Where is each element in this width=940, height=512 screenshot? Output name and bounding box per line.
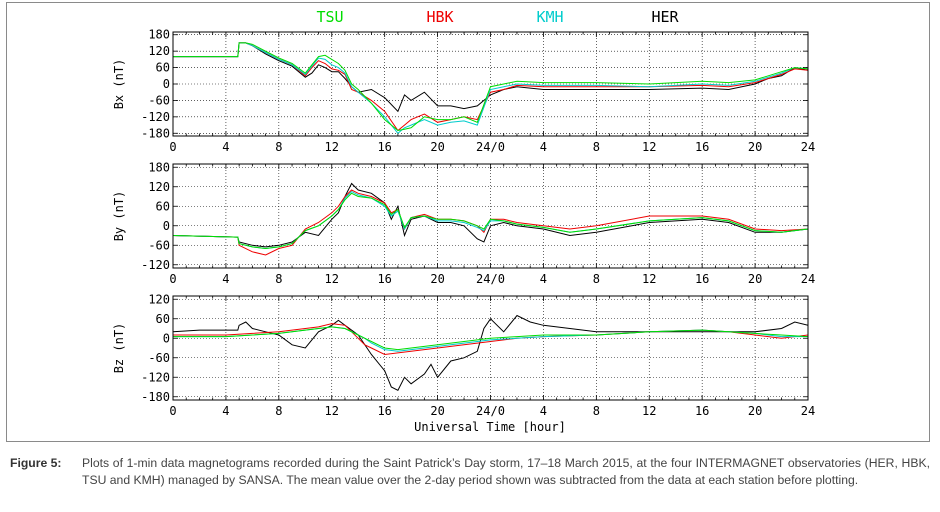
x-tick-label: 12 — [325, 140, 339, 154]
y-tick-label: -180 — [141, 390, 170, 404]
x-tick-label: 20 — [430, 140, 444, 154]
x-tick-label: 24 — [801, 272, 815, 286]
caption-text: Plots of 1-min data magnetograms recorde… — [82, 456, 930, 487]
x-tick-label: 8 — [593, 140, 600, 154]
y-tick-label: -120 — [141, 258, 170, 272]
y-tick-label: 0 — [163, 331, 170, 345]
x-tick-label: 24/0 — [476, 140, 505, 154]
y-tick-label: -60 — [148, 351, 170, 365]
series-line-her — [173, 42, 808, 113]
x-tick-label: 12 — [325, 404, 339, 418]
x-tick-label: 12 — [642, 272, 656, 286]
y-tick-label: -120 — [141, 370, 170, 384]
x-tick-label: 16 — [695, 272, 709, 286]
x-tick-label: 0 — [169, 140, 176, 154]
series-group — [173, 182, 808, 256]
legend-kmh: KMH — [536, 8, 563, 26]
x-tick-label: 4 — [222, 140, 229, 154]
y-tick-label: -60 — [148, 238, 170, 252]
y-tick-label: -60 — [148, 93, 170, 107]
legend-tsu: TSU — [316, 8, 343, 26]
x-tick-label: 20 — [748, 404, 762, 418]
x-tick-label: 8 — [593, 272, 600, 286]
x-tick-label: 24 — [801, 140, 815, 154]
x-tick-label: 24 — [801, 404, 815, 418]
series-line-her — [173, 314, 808, 391]
caption-label: Figure 5: — [10, 456, 62, 470]
y-axis-label: Bx (nT) — [112, 59, 126, 110]
y-tick-label: 120 — [148, 292, 170, 306]
panel-2: 0 4 8 12 16 20 24/0 4 8 12 16 20 24 120 60 0 -60 -120 -180… — [112, 292, 815, 418]
legend: TSU HBK KMH HER — [316, 8, 679, 26]
x-tick-label: 16 — [695, 404, 709, 418]
y-tick-label: 60 — [156, 312, 170, 326]
series-line-tsu — [173, 42, 808, 132]
series-line-hbk — [173, 323, 808, 356]
x-tick-label: 4 — [540, 272, 547, 286]
x-tick-label: 4 — [540, 140, 547, 154]
x-tick-label: 12 — [642, 140, 656, 154]
series-line-her — [173, 182, 808, 248]
panel-1: 0 4 8 12 16 20 24/0 4 8 12 16 20 24 180 120 60 0 -60 -120 B… — [112, 160, 815, 286]
magnetogram-chart: TSU HBK KMH HER 0 4 8 12 16 20 24/0 4 8 12 16 20 24 180 1… — [112, 8, 815, 434]
series-group — [173, 42, 808, 135]
panel-0: 0 4 8 12 16 20 24/0 4 8 12 16 20 24 180 120 60 0 -60 -120 -… — [112, 28, 815, 154]
x-tick-label: 0 — [169, 272, 176, 286]
x-tick-label: 16 — [377, 272, 391, 286]
y-tick-label: 120 — [148, 44, 170, 58]
x-tick-label: 8 — [275, 140, 282, 154]
x-tick-label: 20 — [430, 404, 444, 418]
x-tick-label: 8 — [275, 272, 282, 286]
y-tick-label: 0 — [163, 219, 170, 233]
y-tick-label: -120 — [141, 110, 170, 124]
x-tick-label: 16 — [695, 140, 709, 154]
x-tick-label: 4 — [222, 404, 229, 418]
x-tick-label: 12 — [325, 272, 339, 286]
panels: 0 4 8 12 16 20 24/0 4 8 12 16 20 24180120600-60-120-… — [112, 28, 815, 418]
x-tick-label: 20 — [430, 272, 444, 286]
y-tick-label: 60 — [156, 61, 170, 75]
x-tick-label: 0 — [169, 404, 176, 418]
x-tick-label: 20 — [748, 140, 762, 154]
x-tick-label: 4 — [222, 272, 229, 286]
y-axis-label: Bz (nT) — [112, 323, 126, 374]
x-axis-label: Universal Time [hour] — [414, 420, 566, 434]
y-tick-label: 180 — [148, 160, 170, 174]
x-tick-label: 24/0 — [476, 404, 505, 418]
legend-her: HER — [651, 8, 679, 26]
y-tick-label: 120 — [148, 180, 170, 194]
series-line-tsu — [173, 192, 808, 250]
x-tick-label: 24/0 — [476, 272, 505, 286]
x-tick-label: 12 — [642, 404, 656, 418]
x-tick-label: 20 — [748, 272, 762, 286]
legend-hbk: HBK — [426, 8, 453, 26]
series-line-kmh — [173, 42, 808, 135]
x-tick-label: 8 — [275, 404, 282, 418]
y-tick-label: 0 — [163, 77, 170, 91]
x-tick-label: 8 — [593, 404, 600, 418]
y-tick-label: -180 — [141, 126, 170, 140]
y-tick-label: 60 — [156, 199, 170, 213]
x-tick-label: 16 — [377, 404, 391, 418]
series-group — [173, 314, 808, 391]
x-tick-label: 4 — [540, 404, 547, 418]
y-axis-label: By (nT) — [112, 191, 126, 242]
x-tick-label: 16 — [377, 140, 391, 154]
series-line-tsu — [173, 326, 808, 351]
y-tick-label: 180 — [148, 28, 170, 42]
